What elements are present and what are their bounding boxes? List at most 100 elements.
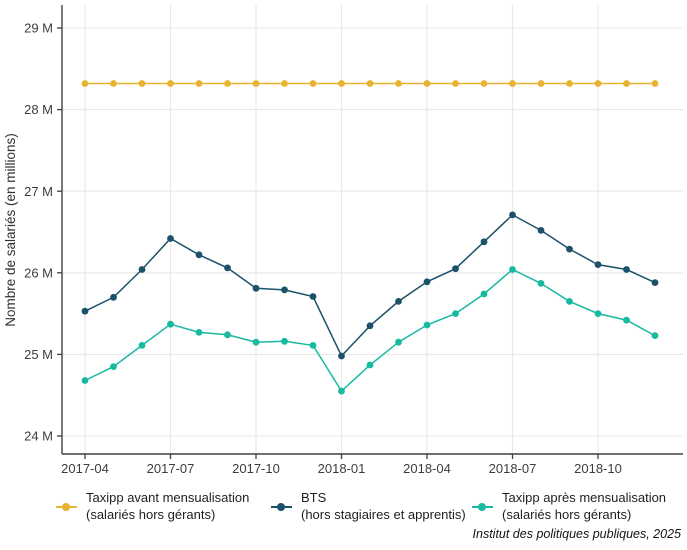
data-point	[195, 329, 203, 336]
data-point	[252, 284, 260, 292]
legend-label-line1: BTS	[301, 490, 327, 505]
data-point	[338, 80, 345, 87]
legend-dot-icon	[62, 502, 70, 511]
data-point	[623, 80, 630, 87]
x-tick-label: 2018-04	[403, 461, 451, 476]
data-point	[195, 251, 203, 259]
data-point	[537, 80, 545, 87]
data-point	[167, 320, 174, 328]
legend-label-line2: (hors stagiaires et apprentis)	[301, 506, 466, 522]
data-point	[110, 293, 117, 301]
data-point	[651, 332, 659, 339]
data-point	[366, 80, 374, 87]
y-tick-label: 24 M	[24, 429, 53, 444]
legend-item-taxipp-apres: Taxipp après mensualisation (salariés ho…	[472, 490, 666, 523]
legend-dot-icon	[478, 502, 486, 511]
data-point	[110, 80, 117, 87]
legend-item-taxipp-avant: Taxipp avant mensualisation (salariés ho…	[56, 490, 249, 523]
data-point	[224, 80, 231, 87]
data-point	[224, 331, 231, 339]
data-point	[480, 80, 488, 87]
axes: 24 M 25 M 26 M 27 M 28 M 29 M 2017-04 2017-07 20…	[24, 5, 683, 476]
legend-label-line2: (salariés hors gérants)	[502, 506, 632, 522]
data-point	[395, 338, 402, 346]
data-point	[224, 264, 231, 272]
data-point	[537, 280, 545, 287]
data-point	[423, 80, 431, 87]
y-tick-label: 28 M	[24, 102, 53, 117]
data-point	[594, 261, 602, 268]
data-point	[480, 238, 488, 246]
data-point	[338, 387, 345, 395]
line-chart: 24 M 25 M 26 M 27 M 28 M 29 M 2017-04 2017-07 20…	[3, 5, 683, 476]
x-tick-label: 2017-07	[147, 461, 195, 476]
data-point	[167, 235, 174, 242]
line-dot-marker-icon	[472, 500, 493, 514]
data-point	[566, 80, 573, 87]
data-point	[138, 342, 146, 349]
legend-dot-icon	[277, 502, 285, 511]
legend-label-taxipp-apres: Taxipp après mensualisation (salariés ho…	[502, 490, 666, 523]
data-point	[338, 352, 345, 360]
source-caption: Institut des politiques publiques, 2025	[472, 527, 681, 541]
chart-legend: Taxipp avant mensualisation (salariés ho…	[0, 483, 687, 529]
data-point	[452, 265, 459, 273]
legend-label-line1: Taxipp avant mensualisation	[86, 490, 250, 505]
data-point	[110, 363, 117, 370]
x-tick-label: 2018-07	[489, 461, 537, 476]
data-point	[138, 266, 146, 273]
y-tick-label: 25 M	[24, 347, 53, 362]
data-point	[623, 316, 630, 324]
data-point	[395, 80, 402, 87]
data-point	[566, 298, 573, 305]
x-tick-label: 2017-10	[232, 461, 280, 476]
data-point	[252, 338, 260, 346]
data-point	[281, 337, 288, 345]
y-tick-label: 29 M	[24, 21, 53, 36]
data-point	[309, 342, 317, 349]
data-point	[509, 211, 516, 219]
legend-item-bts: BTS (hors stagiaires et apprentis)	[271, 490, 466, 523]
y-axis-title: Nombre de salariés (en millions)	[3, 133, 18, 327]
legend-label-taxipp-avant: Taxipp avant mensualisation (salariés ho…	[86, 490, 249, 523]
x-tick-label: 2017-04	[61, 461, 109, 476]
legend-label-line1: Taxipp après mensualisation	[502, 490, 667, 505]
data-point	[81, 377, 89, 384]
x-tick-label: 2018-01	[318, 461, 366, 476]
series-taxipp_avant	[81, 80, 659, 87]
x-tick-label: 2018-10	[574, 461, 622, 476]
series-taxipp_apres	[81, 266, 659, 395]
data-point	[452, 80, 459, 87]
gridlines	[62, 5, 683, 454]
data-point	[623, 266, 630, 273]
data-point	[281, 80, 288, 87]
data-point	[395, 298, 402, 305]
y-tick-label: 27 M	[24, 184, 53, 199]
data-point	[138, 80, 146, 87]
data-point	[651, 279, 659, 286]
data-point	[594, 80, 602, 87]
data-point	[281, 286, 288, 294]
data-point	[366, 322, 374, 330]
data-point	[423, 321, 431, 329]
data-point	[566, 245, 573, 253]
legend-label-bts: BTS (hors stagiaires et apprentis)	[301, 490, 466, 523]
line-dot-marker-icon	[56, 500, 77, 514]
data-point	[195, 80, 203, 87]
series-bts	[81, 211, 659, 360]
y-tick-label: 26 M	[24, 265, 53, 280]
legend-label-line2: (salariés hors gérants)	[86, 506, 216, 522]
data-point	[309, 80, 317, 87]
data-point	[252, 80, 260, 87]
data-point	[651, 80, 659, 87]
data-point	[594, 310, 602, 317]
data-point	[366, 361, 374, 369]
data-point	[423, 278, 431, 286]
data-point	[81, 80, 89, 87]
line-dot-marker-icon	[271, 500, 292, 514]
data-point	[452, 310, 459, 317]
data-point	[167, 80, 174, 87]
data-point	[509, 80, 516, 87]
data-point	[81, 307, 89, 315]
